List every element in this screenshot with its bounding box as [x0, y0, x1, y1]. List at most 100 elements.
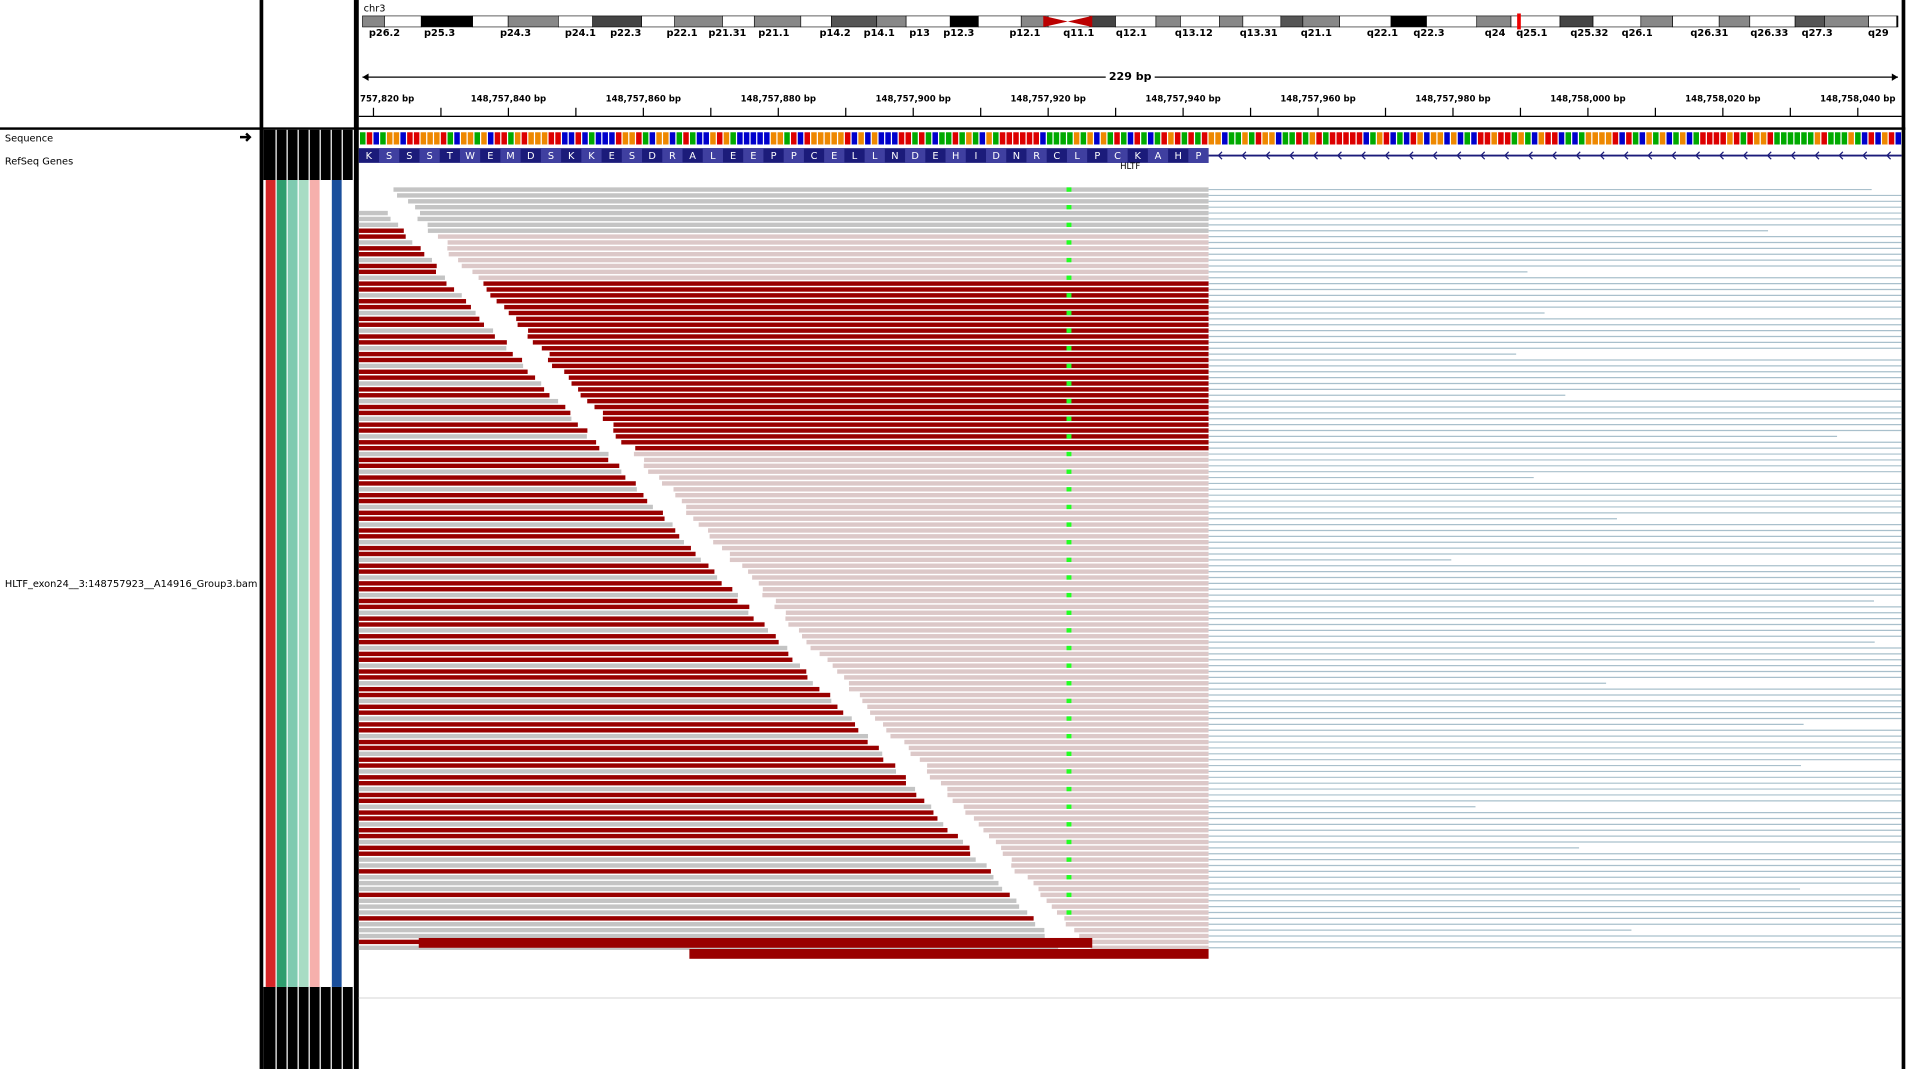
read	[358, 663, 801, 668]
read	[358, 299, 467, 304]
base	[656, 132, 662, 145]
read	[1001, 845, 1209, 851]
read	[358, 316, 480, 322]
base	[703, 132, 709, 145]
read	[358, 234, 406, 239]
read	[844, 675, 1209, 680]
amino-acid: K	[1135, 151, 1142, 162]
amino-acid: D	[911, 151, 919, 162]
read	[358, 645, 788, 651]
chromosome-band	[1868, 15, 1898, 28]
read	[633, 451, 1209, 457]
amino-acid: P	[1094, 151, 1100, 162]
chromosome-band	[1718, 15, 1751, 28]
base	[1026, 132, 1033, 145]
base	[373, 132, 379, 145]
mismatch	[1066, 346, 1072, 351]
base	[420, 132, 427, 145]
base	[1370, 132, 1376, 145]
base	[1350, 132, 1356, 145]
base	[918, 132, 925, 145]
read	[358, 733, 869, 739]
strand-arrow[interactable]	[240, 132, 252, 142]
panel-border	[1901, 0, 1906, 1069]
read	[358, 404, 566, 410]
read	[448, 252, 1209, 257]
mismatch	[1066, 645, 1072, 651]
read	[358, 463, 620, 469]
read	[929, 775, 1209, 780]
read	[810, 645, 1209, 651]
amino-acid: P	[771, 151, 777, 162]
read	[358, 281, 447, 286]
read	[832, 663, 1209, 668]
read	[1051, 904, 1209, 909]
read	[358, 363, 524, 369]
band-label: q13.31	[1240, 28, 1278, 39]
read	[358, 481, 636, 486]
base	[797, 132, 804, 145]
amino-acid: D	[527, 151, 535, 162]
read	[461, 263, 1209, 269]
read	[420, 210, 1209, 216]
read	[659, 475, 1209, 480]
strand-chevron	[1599, 151, 1605, 160]
chromosome-band	[507, 15, 559, 28]
strand-chevron	[1671, 151, 1677, 160]
read	[358, 769, 897, 774]
header-border	[0, 127, 1906, 130]
read	[358, 869, 991, 874]
base	[413, 132, 420, 145]
amino-acid: E	[932, 151, 938, 162]
read	[418, 937, 1093, 948]
mismatch	[1066, 240, 1072, 245]
base	[1612, 132, 1619, 145]
read	[973, 816, 1209, 821]
read	[708, 528, 1209, 533]
attribute-cell	[342, 180, 353, 987]
mismatch	[1066, 434, 1072, 439]
base	[1376, 132, 1383, 145]
base	[737, 132, 743, 145]
read	[713, 540, 1209, 545]
read	[689, 948, 1209, 959]
base	[993, 132, 999, 145]
band-label: p12.1	[1009, 28, 1040, 39]
base	[966, 132, 972, 145]
read	[564, 369, 1209, 374]
base	[1572, 132, 1578, 145]
mismatch	[1066, 328, 1072, 333]
strand-chevron	[1742, 151, 1748, 160]
base	[622, 132, 629, 145]
read	[358, 651, 789, 657]
read	[358, 722, 856, 727]
base	[1154, 132, 1161, 145]
amino-acid: S	[386, 151, 392, 162]
band-label: q27.3	[1802, 28, 1833, 39]
base	[535, 132, 541, 145]
chromosome-band	[1155, 15, 1181, 28]
codon	[1147, 148, 1169, 163]
read	[1046, 898, 1209, 903]
band-label: p25.3	[424, 28, 455, 39]
strand-chevron	[1695, 151, 1701, 160]
read	[532, 340, 1209, 345]
read	[693, 516, 1209, 521]
base	[858, 132, 864, 145]
mismatch	[1066, 698, 1072, 704]
strand-chevron	[1241, 151, 1247, 160]
read	[358, 828, 948, 833]
base	[1504, 132, 1511, 145]
base	[461, 132, 467, 145]
strand-chevron	[1527, 151, 1533, 160]
read	[675, 492, 1209, 498]
base	[1390, 132, 1396, 145]
mismatch	[1066, 733, 1072, 739]
read	[621, 440, 1209, 445]
base	[1235, 132, 1242, 145]
read	[358, 622, 765, 627]
read	[983, 828, 1209, 833]
base	[521, 132, 528, 145]
amino-acid: A	[689, 151, 696, 162]
